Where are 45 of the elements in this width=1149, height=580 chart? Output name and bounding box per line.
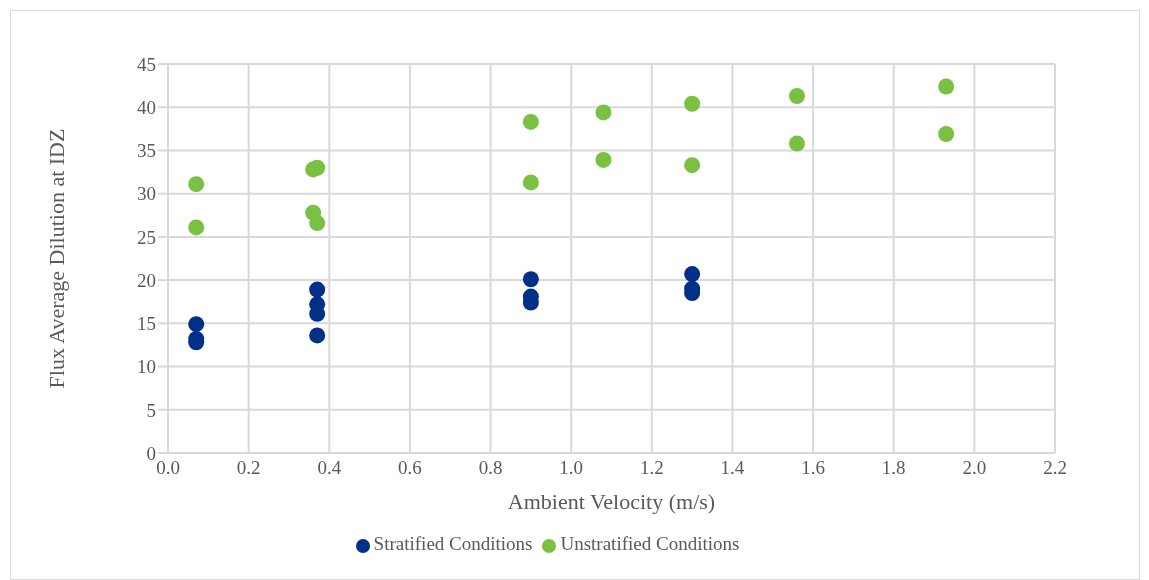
- point: [188, 176, 205, 193]
- point: [788, 87, 805, 104]
- point: [522, 271, 539, 288]
- x-tick-label: 2.2: [1043, 457, 1067, 479]
- point: [522, 174, 539, 191]
- x-tick-label: 1.6: [801, 457, 825, 479]
- x-tick-label: 1.0: [559, 457, 584, 479]
- y-tick-label: 45: [137, 53, 156, 75]
- point: [595, 151, 612, 168]
- point: [309, 281, 326, 298]
- y-tick-label: 10: [137, 356, 156, 378]
- x-tick-label: 2.0: [962, 457, 987, 479]
- legend-label: Stratified Conditions: [373, 533, 533, 554]
- x-tick-label: 0.4: [317, 457, 342, 479]
- x-tick-label: 1.8: [881, 457, 906, 479]
- y-tick-label: 40: [137, 96, 156, 118]
- y-tick-label: 15: [137, 313, 156, 335]
- point: [188, 316, 205, 333]
- point: [788, 135, 805, 152]
- y-tick-label: 5: [146, 399, 156, 421]
- x-tick-label: 0.0: [156, 457, 180, 479]
- point: [938, 126, 955, 143]
- x-tick-label: 1.2: [639, 457, 664, 479]
- point: [684, 266, 701, 283]
- y-tick-label: 0: [146, 442, 156, 464]
- x-tick-label: 1.4: [720, 457, 745, 479]
- point: [684, 157, 701, 174]
- point: [188, 219, 205, 236]
- legend-label: Unstratified Conditions: [560, 533, 740, 554]
- point: [684, 95, 701, 112]
- x-tick-label: 0.8: [478, 457, 503, 479]
- y-tick-label: 30: [137, 183, 156, 205]
- x-tick-label: 0.6: [398, 457, 422, 479]
- y-tick-label: 20: [137, 269, 156, 291]
- point: [309, 327, 326, 344]
- x-axis-title: Ambient Velocity (m/s): [507, 489, 716, 514]
- y-tick-label: 35: [137, 140, 156, 162]
- point: [938, 78, 955, 95]
- point: [309, 215, 326, 232]
- x-tick-label: 0.2: [236, 457, 261, 479]
- y-tick-label: 25: [137, 226, 156, 248]
- point: [595, 104, 612, 121]
- y-axis-title: Flux Average Dilution at IDZ: [43, 128, 69, 389]
- point: [522, 113, 539, 130]
- point: [309, 159, 326, 176]
